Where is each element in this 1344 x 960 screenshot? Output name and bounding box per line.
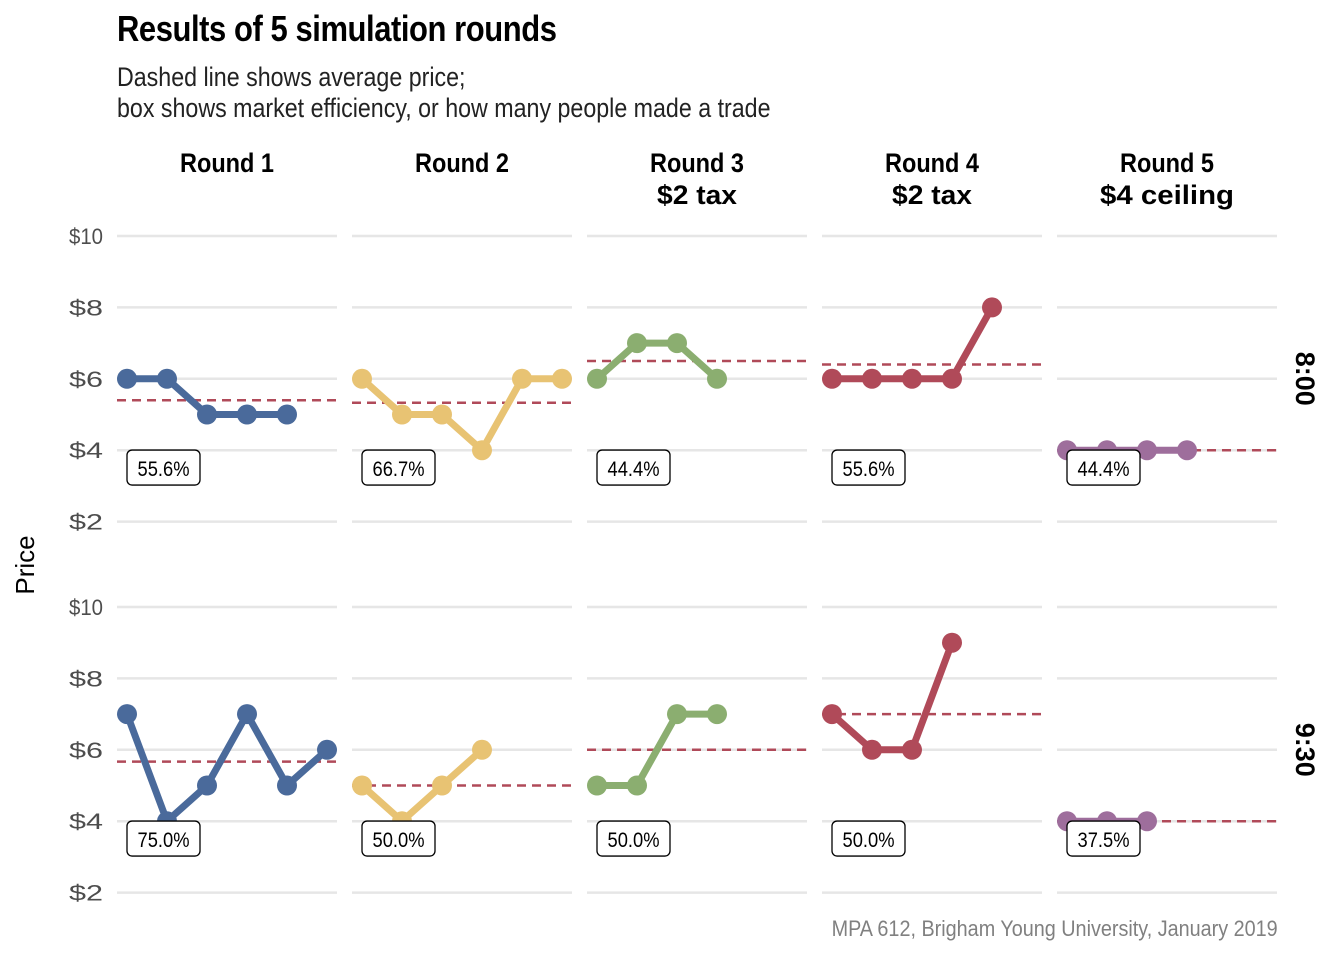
column-title: $2 tax: [657, 180, 737, 210]
efficiency-box: [831, 449, 906, 486]
y-tick-label: $10: [69, 595, 103, 620]
price-point: [667, 333, 687, 354]
efficiency-box: [596, 449, 671, 486]
efficiency-label: 55.6%: [843, 458, 895, 481]
efficiency-label: 44.4%: [608, 458, 660, 481]
chart-subtitle-line-1: Dashed line shows average price;: [117, 62, 466, 92]
efficiency-box: [126, 449, 201, 486]
price-line: [828, 639, 956, 754]
y-tick-label: $2: [69, 881, 103, 906]
price-point: [587, 368, 607, 389]
efficiency-label: 44.4%: [1078, 458, 1130, 481]
chart-title: Results of 5 simulation rounds: [117, 8, 557, 49]
efficiency-box: [596, 820, 671, 857]
efficiency-label: 50.0%: [373, 829, 425, 852]
price-point: [117, 368, 137, 389]
price-point: [942, 632, 962, 653]
price-point: [197, 775, 217, 796]
price-line: [123, 710, 331, 825]
y-axis-title: Price: [10, 535, 40, 594]
y-tick-label: $2: [69, 510, 103, 535]
price-point: [862, 368, 882, 389]
y-tick-label: $6: [69, 738, 103, 763]
price-line: [593, 710, 721, 789]
price-point: [317, 739, 337, 760]
price-point: [627, 333, 647, 354]
efficiency-box: [361, 820, 436, 857]
column-title: Round 4: [885, 148, 979, 178]
efficiency-label: 55.6%: [138, 458, 190, 481]
price-point: [277, 775, 297, 796]
price-point: [667, 704, 687, 725]
price-point: [157, 368, 177, 389]
price-point: [627, 775, 647, 796]
column-title: Round 1: [180, 148, 274, 178]
y-tick-label: $6: [69, 367, 103, 392]
y-tick-label: $4: [69, 438, 103, 463]
chart-subtitle-line-2: box shows market efficiency, or how many…: [117, 93, 771, 123]
efficiency-box: [126, 820, 201, 857]
efficiency-box: [361, 449, 436, 486]
column-title: Round 5: [1120, 148, 1214, 178]
price-point: [1137, 440, 1157, 461]
price-point: [1137, 811, 1157, 832]
efficiency-box: [831, 820, 906, 857]
row-label: 8:00: [1290, 352, 1320, 406]
price-point: [352, 775, 372, 796]
y-tick-label: $8: [69, 666, 103, 691]
price-point: [432, 404, 452, 425]
row-label: 9:30: [1290, 723, 1320, 777]
price-point: [982, 297, 1002, 318]
column-title: $2 tax: [892, 180, 972, 210]
price-point: [1177, 440, 1197, 461]
price-point: [352, 368, 372, 389]
price-point: [432, 775, 452, 796]
chart-caption: MPA 612, Brigham Young University, Janua…: [831, 916, 1278, 941]
price-point: [552, 368, 572, 389]
price-point: [862, 739, 882, 760]
price-line: [358, 746, 486, 825]
price-point: [902, 368, 922, 389]
price-point: [512, 368, 532, 389]
column-title: Round 2: [415, 148, 509, 178]
price-point: [277, 404, 297, 425]
efficiency-label: 50.0%: [843, 829, 895, 852]
price-point: [237, 704, 257, 725]
price-point: [707, 704, 727, 725]
price-point: [392, 404, 412, 425]
y-tick-label: $10: [69, 224, 103, 249]
price-line: [828, 303, 996, 383]
efficiency-label: 75.0%: [138, 829, 190, 852]
y-tick-label: $8: [69, 295, 103, 320]
price-point: [117, 704, 137, 725]
efficiency-box: [1066, 449, 1141, 486]
efficiency-label: 66.7%: [373, 458, 425, 481]
price-point: [472, 739, 492, 760]
price-point: [942, 368, 962, 389]
price-point: [822, 368, 842, 389]
price-point: [237, 404, 257, 425]
price-point: [902, 739, 922, 760]
price-point: [587, 775, 607, 796]
efficiency-label: 50.0%: [608, 829, 660, 852]
y-tick-label: $4: [69, 809, 103, 834]
price-line: [593, 339, 721, 383]
efficiency-box: [1066, 820, 1141, 857]
column-title: $4 ceiling: [1100, 180, 1234, 210]
column-title: Round 3: [650, 148, 744, 178]
price-point: [472, 440, 492, 461]
price-point: [197, 404, 217, 425]
efficiency-label: 37.5%: [1078, 829, 1130, 852]
price-point: [707, 368, 727, 389]
price-point: [822, 704, 842, 725]
